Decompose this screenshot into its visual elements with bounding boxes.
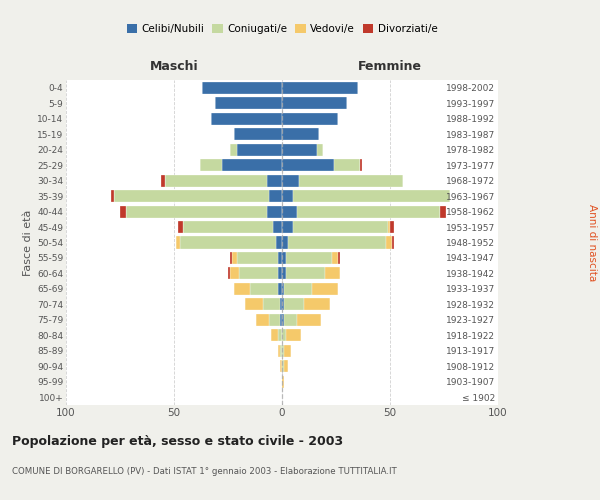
Bar <box>282 236 289 248</box>
Bar <box>386 236 392 248</box>
Bar <box>282 330 286 342</box>
Legend: Celibi/Nubili, Coniugati/e, Vedovi/e, Divorziati/e: Celibi/Nubili, Coniugati/e, Vedovi/e, Di… <box>122 20 442 38</box>
Bar <box>127 206 267 218</box>
Bar <box>282 97 347 109</box>
Bar <box>282 82 358 94</box>
Bar <box>200 159 221 171</box>
Bar <box>256 314 269 326</box>
Bar <box>232 252 236 264</box>
Bar <box>284 283 312 295</box>
Bar <box>297 206 440 218</box>
Bar <box>236 252 278 264</box>
Bar <box>286 268 325 280</box>
Bar <box>360 159 362 171</box>
Bar <box>181 236 275 248</box>
Text: Maschi: Maschi <box>149 60 199 72</box>
Bar <box>286 252 332 264</box>
Bar <box>228 268 230 280</box>
Bar <box>338 252 340 264</box>
Bar <box>282 268 286 280</box>
Bar <box>250 283 278 295</box>
Bar <box>245 298 263 310</box>
Bar <box>176 236 181 248</box>
Bar <box>215 97 282 109</box>
Bar <box>278 345 280 357</box>
Bar <box>269 190 282 202</box>
Bar <box>325 268 340 280</box>
Bar <box>236 144 282 156</box>
Bar <box>282 314 284 326</box>
Bar <box>267 174 282 186</box>
Bar <box>112 190 113 202</box>
Bar <box>280 314 282 326</box>
Bar <box>161 174 166 186</box>
Bar <box>120 206 127 218</box>
Text: COMUNE DI BORGARELLO (PV) - Dati ISTAT 1° gennaio 2003 - Elaborazione TUTTITALIA: COMUNE DI BORGARELLO (PV) - Dati ISTAT 1… <box>12 468 397 476</box>
Bar <box>275 236 282 248</box>
Text: Anni di nascita: Anni di nascita <box>587 204 597 281</box>
Bar <box>388 221 390 233</box>
Bar <box>269 314 280 326</box>
Bar <box>182 221 274 233</box>
Y-axis label: Fasce di età: Fasce di età <box>23 210 33 276</box>
Bar <box>293 190 451 202</box>
Bar <box>267 206 282 218</box>
Bar <box>332 252 338 264</box>
Bar <box>263 298 280 310</box>
Bar <box>278 283 282 295</box>
Bar <box>299 174 403 186</box>
Bar <box>282 190 293 202</box>
Bar <box>282 345 284 357</box>
Bar <box>282 221 293 233</box>
Bar <box>278 252 282 264</box>
Bar <box>334 159 360 171</box>
Bar <box>178 221 182 233</box>
Bar <box>239 268 278 280</box>
Bar <box>282 283 284 295</box>
Bar <box>230 268 239 280</box>
Bar <box>392 236 394 248</box>
Bar <box>166 174 267 186</box>
Bar <box>282 252 286 264</box>
Bar <box>278 330 282 342</box>
Bar <box>221 159 282 171</box>
Bar <box>113 190 269 202</box>
Bar <box>282 298 284 310</box>
Bar <box>284 314 297 326</box>
Bar <box>211 112 282 124</box>
Bar <box>284 360 289 372</box>
Bar <box>284 345 290 357</box>
Bar <box>312 283 338 295</box>
Bar <box>274 221 282 233</box>
Bar <box>317 144 323 156</box>
Bar <box>282 144 317 156</box>
Bar <box>282 376 284 388</box>
Bar <box>304 298 329 310</box>
Bar <box>282 360 284 372</box>
Bar <box>440 206 446 218</box>
Bar <box>202 82 282 94</box>
Bar <box>280 298 282 310</box>
Bar <box>271 330 278 342</box>
Bar <box>297 314 321 326</box>
Bar <box>289 236 386 248</box>
Bar <box>278 268 282 280</box>
Text: Femmine: Femmine <box>358 60 422 72</box>
Bar <box>230 252 232 264</box>
Bar <box>286 330 301 342</box>
Bar <box>390 221 394 233</box>
Bar <box>282 174 299 186</box>
Bar <box>282 112 338 124</box>
Bar <box>280 345 282 357</box>
Bar <box>284 298 304 310</box>
Bar <box>282 159 334 171</box>
Bar <box>282 128 319 140</box>
Bar <box>235 283 250 295</box>
Bar <box>293 221 388 233</box>
Text: Popolazione per età, sesso e stato civile - 2003: Popolazione per età, sesso e stato civil… <box>12 435 343 448</box>
Bar <box>235 128 282 140</box>
Bar <box>230 144 236 156</box>
Bar <box>280 360 282 372</box>
Bar <box>282 206 297 218</box>
